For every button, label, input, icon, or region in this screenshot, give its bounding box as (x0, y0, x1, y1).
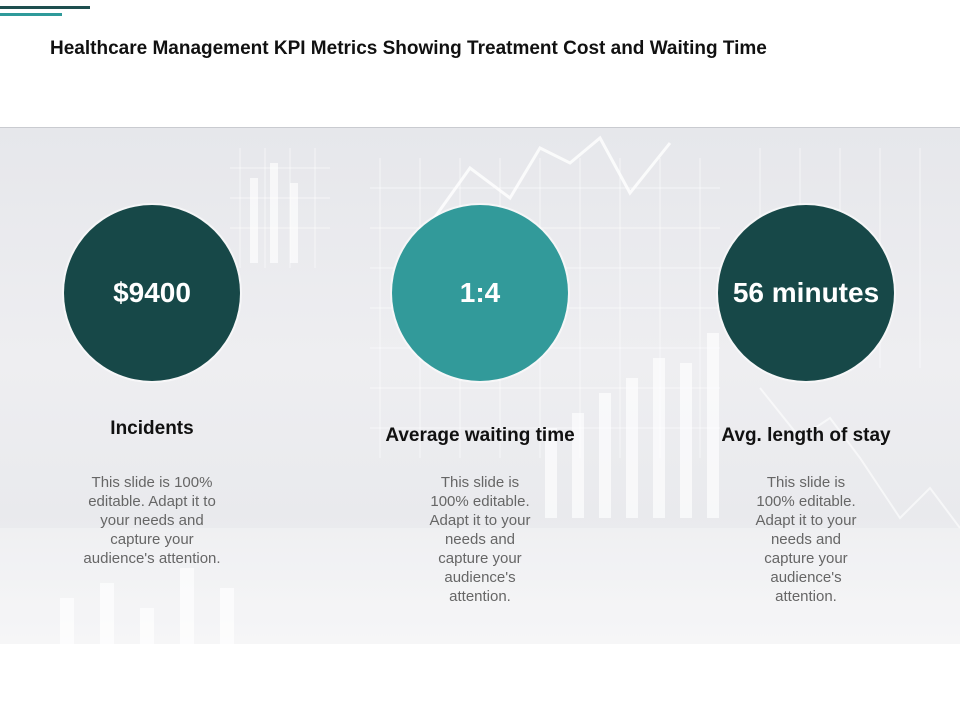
kpi-value: 56 minutes (732, 277, 880, 308)
kpi-label: Incidents (110, 418, 194, 439)
kpi-value-circle: $9400 (64, 205, 240, 381)
kpi-description: This slide is 100% editable. Adapt it to… (755, 474, 857, 605)
kpi-label: Average waiting time (385, 425, 575, 446)
kpi-value: $9400 (113, 277, 191, 308)
kpi-value-circle: 56 minutes (718, 205, 894, 381)
kpi-average-waiting-time: 1:4 Average waiting time This slide is 1… (360, 128, 600, 644)
kpi-label: Avg. length of stay (721, 425, 891, 446)
kpi-description: This slide is 100% editable. Adapt it to… (429, 474, 531, 605)
accent-line-teal (0, 13, 62, 16)
kpi-value-circle: 1:4 (392, 205, 568, 381)
slide-title: Healthcare Management KPI Metrics Showin… (50, 38, 767, 59)
kpi-description: This slide is 100% editable. Adapt it to… (83, 474, 221, 567)
kpi-panel: $9400 Incidents This slide is 100% edita… (0, 127, 960, 644)
kpi-value: 1:4 (459, 277, 501, 308)
kpi-avg-length-of-stay: 56 minutes Avg. length of stay This slid… (686, 128, 926, 644)
background-chart-illustration (0, 135, 960, 644)
accent-line-dark (0, 6, 90, 9)
kpi-incidents: $9400 Incidents This slide is 100% edita… (32, 128, 272, 644)
